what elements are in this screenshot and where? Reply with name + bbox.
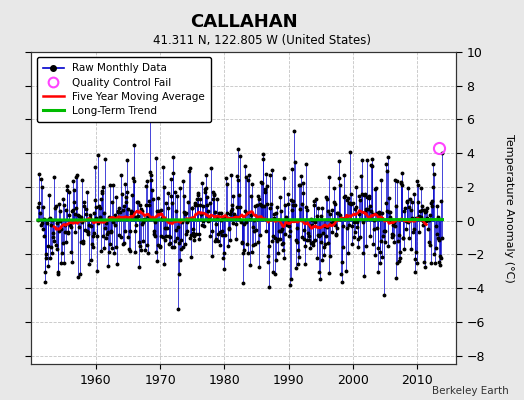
Text: Berkeley Earth: Berkeley Earth bbox=[432, 386, 508, 396]
Y-axis label: Temperature Anomaly (°C): Temperature Anomaly (°C) bbox=[504, 134, 514, 282]
Text: 41.311 N, 122.805 W (United States): 41.311 N, 122.805 W (United States) bbox=[153, 34, 371, 47]
Title: CALLAHAN: CALLAHAN bbox=[190, 13, 298, 31]
Legend: Raw Monthly Data, Quality Control Fail, Five Year Moving Average, Long-Term Tren: Raw Monthly Data, Quality Control Fail, … bbox=[37, 57, 211, 122]
